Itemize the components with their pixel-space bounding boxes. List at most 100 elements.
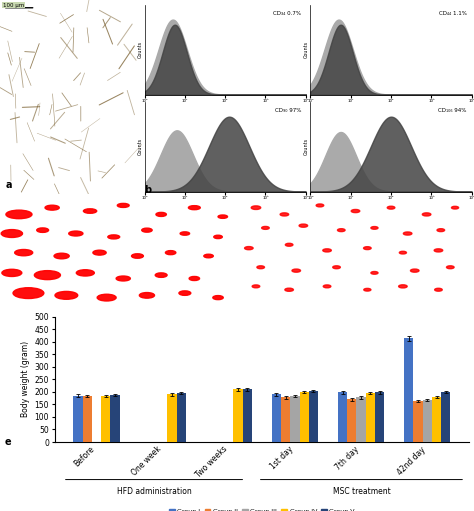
Ellipse shape xyxy=(189,276,200,281)
Ellipse shape xyxy=(55,291,78,299)
Bar xyxy=(432,397,441,442)
Ellipse shape xyxy=(15,249,33,256)
Ellipse shape xyxy=(118,203,129,207)
Ellipse shape xyxy=(204,254,213,258)
Bar xyxy=(441,392,450,442)
Bar xyxy=(309,391,318,442)
Ellipse shape xyxy=(156,213,166,217)
Ellipse shape xyxy=(13,288,44,298)
Ellipse shape xyxy=(399,285,407,288)
Ellipse shape xyxy=(108,235,119,239)
Bar xyxy=(413,401,423,442)
Ellipse shape xyxy=(387,206,395,209)
Text: CD₄₄ 1.1%: CD₄₄ 1.1% xyxy=(439,11,467,16)
Ellipse shape xyxy=(257,266,264,269)
Ellipse shape xyxy=(93,250,106,255)
Ellipse shape xyxy=(285,288,293,291)
Text: e: e xyxy=(5,436,11,447)
Text: CD₃₄ 0.7%: CD₃₄ 0.7% xyxy=(273,11,301,16)
Ellipse shape xyxy=(213,295,223,299)
Text: d: d xyxy=(244,293,251,303)
Ellipse shape xyxy=(299,224,308,227)
Bar xyxy=(404,338,413,442)
Ellipse shape xyxy=(316,204,324,207)
Ellipse shape xyxy=(251,206,261,210)
Ellipse shape xyxy=(364,288,371,291)
Ellipse shape xyxy=(188,205,200,210)
Ellipse shape xyxy=(403,232,412,235)
Y-axis label: Counts: Counts xyxy=(304,41,309,58)
Ellipse shape xyxy=(165,250,176,254)
Ellipse shape xyxy=(280,213,289,216)
Ellipse shape xyxy=(6,210,32,219)
Bar xyxy=(281,398,291,442)
Ellipse shape xyxy=(422,213,431,216)
Ellipse shape xyxy=(399,251,406,254)
Ellipse shape xyxy=(262,226,269,229)
Y-axis label: Body weight (gram): Body weight (gram) xyxy=(21,341,30,417)
Ellipse shape xyxy=(323,249,331,252)
Bar xyxy=(272,394,281,442)
Bar xyxy=(338,392,347,442)
Bar xyxy=(347,400,356,442)
Ellipse shape xyxy=(218,215,228,218)
Ellipse shape xyxy=(83,209,97,213)
Y-axis label: Counts: Counts xyxy=(138,138,143,155)
Bar xyxy=(176,393,186,442)
Ellipse shape xyxy=(364,247,371,249)
Y-axis label: Counts: Counts xyxy=(138,41,143,58)
Bar xyxy=(167,394,176,442)
Bar xyxy=(233,389,243,442)
Ellipse shape xyxy=(76,270,94,276)
Bar xyxy=(73,396,82,442)
Bar xyxy=(356,398,366,442)
Text: 100 μm: 100 μm xyxy=(3,3,24,8)
Ellipse shape xyxy=(371,226,378,229)
Legend: Group I, Group II, Group III, Group IV, Group V: Group I, Group II, Group III, Group IV, … xyxy=(166,506,357,511)
Ellipse shape xyxy=(434,249,443,252)
Ellipse shape xyxy=(410,269,419,272)
Ellipse shape xyxy=(35,271,61,280)
Bar xyxy=(366,393,375,442)
Ellipse shape xyxy=(2,269,22,276)
Ellipse shape xyxy=(451,206,459,209)
Y-axis label: Counts: Counts xyxy=(304,138,309,155)
Ellipse shape xyxy=(54,253,69,259)
Ellipse shape xyxy=(371,271,378,274)
Ellipse shape xyxy=(1,229,23,238)
Bar xyxy=(243,389,252,442)
Ellipse shape xyxy=(36,228,48,233)
Bar xyxy=(300,392,309,442)
Text: a: a xyxy=(6,180,12,191)
Ellipse shape xyxy=(245,247,253,250)
Ellipse shape xyxy=(155,273,167,277)
Ellipse shape xyxy=(351,210,360,213)
Ellipse shape xyxy=(214,235,222,239)
Ellipse shape xyxy=(131,254,143,258)
Ellipse shape xyxy=(337,229,345,231)
Bar xyxy=(101,396,110,442)
Ellipse shape xyxy=(180,232,190,235)
Text: HFD administration: HFD administration xyxy=(117,487,191,496)
Text: MSC treatment: MSC treatment xyxy=(333,487,390,496)
Ellipse shape xyxy=(292,269,301,272)
Ellipse shape xyxy=(179,291,191,295)
Text: c: c xyxy=(7,293,13,303)
Ellipse shape xyxy=(323,285,331,288)
Ellipse shape xyxy=(435,288,442,291)
Bar xyxy=(423,400,432,442)
Ellipse shape xyxy=(139,292,155,298)
Text: b: b xyxy=(145,185,152,195)
Text: CD₉₀ 97%: CD₉₀ 97% xyxy=(274,108,301,113)
Ellipse shape xyxy=(97,294,116,301)
Ellipse shape xyxy=(142,228,152,232)
Ellipse shape xyxy=(252,285,260,288)
Bar xyxy=(110,395,119,442)
Ellipse shape xyxy=(69,231,83,236)
Ellipse shape xyxy=(437,229,445,231)
Ellipse shape xyxy=(333,266,340,269)
Bar xyxy=(375,392,384,442)
Ellipse shape xyxy=(285,243,293,246)
Ellipse shape xyxy=(45,205,59,210)
Ellipse shape xyxy=(447,266,454,269)
